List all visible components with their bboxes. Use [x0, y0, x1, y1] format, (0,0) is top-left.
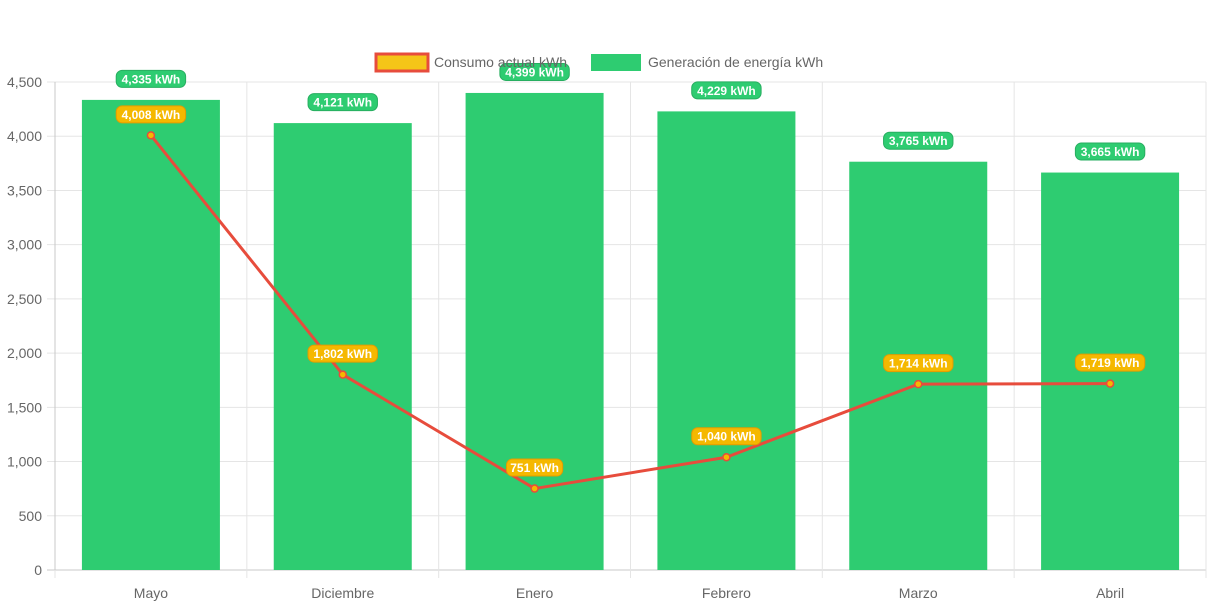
line-data-label-bg — [883, 354, 954, 373]
y-tick-label: 4,500 — [7, 74, 42, 90]
legend-item-generacion[interactable]: Generación de energía kWh — [591, 54, 823, 71]
legend-item-consumo[interactable]: Consumo actual kWh — [374, 52, 567, 73]
line-data-label-bg — [505, 458, 564, 477]
x-tick-label: Mayo — [134, 585, 168, 601]
bar-data-label: 4,399 kWh — [505, 65, 564, 79]
point-consumo[interactable] — [338, 370, 347, 379]
bar-data-label: 4,335 kWh — [122, 72, 181, 86]
line-consumo — [149, 134, 1111, 491]
bar-generacion[interactable] — [465, 92, 604, 571]
bar-data-label-bg — [1074, 142, 1146, 161]
line-data-label-bg — [115, 105, 187, 124]
point-consumo[interactable] — [1105, 379, 1115, 388]
bar-data-label: 3,665 kWh — [1081, 145, 1140, 159]
legend-swatch-generacion — [591, 54, 641, 71]
line-data-label: 1,802 kWh — [313, 347, 372, 361]
line-data-label-bg — [1074, 353, 1146, 372]
point-consumo[interactable] — [722, 452, 731, 462]
bar-data-label: 3,765 kWh — [889, 134, 948, 148]
bar-data-label: 4,121 kWh — [313, 96, 372, 110]
line-data-label: 1,714 kWh — [889, 357, 948, 371]
grid-layer — [47, 81, 1207, 578]
legend-swatch-consumo — [374, 52, 430, 73]
x-tick-label: Abril — [1096, 585, 1124, 601]
line-data-label-bg — [691, 427, 762, 446]
bar-data-label-bg — [691, 81, 762, 100]
bar-data-label-bg — [499, 62, 570, 81]
y-tick-label: 3,500 — [7, 182, 42, 198]
y-tick-label: 0 — [34, 562, 42, 578]
legend: Consumo actual kWh Generación de energía… — [374, 52, 823, 73]
point-consumo[interactable] — [914, 379, 923, 389]
x-tick-label: Marzo — [899, 585, 938, 601]
point-consumo[interactable] — [530, 484, 539, 493]
y-tick-label: 3,000 — [7, 237, 42, 253]
line-data-label: 4,008 kWh — [122, 108, 181, 122]
bars-layer — [81, 92, 1180, 571]
legend-label-consumo: Consumo actual kWh — [434, 54, 567, 70]
y-tick-label: 1,000 — [7, 454, 42, 470]
y-tick-label: 500 — [19, 508, 43, 524]
y-tick-label: 2,000 — [7, 345, 42, 361]
bar-data-label: 4,229 kWh — [697, 84, 756, 98]
line-data-label: 1,040 kWh — [697, 430, 756, 444]
x-tick-label: Febrero — [702, 585, 751, 601]
line-data-label: 1,719 kWh — [1081, 356, 1140, 370]
y-tick-label: 2,500 — [7, 291, 42, 307]
legend-label-generacion: Generación de energía kWh — [648, 54, 823, 70]
line-data-label: 751 kWh — [510, 461, 559, 475]
data-labels-layer: 4,335 kWh 4,121 kWh 4,399 kWh 4,229 kWh 3,76… — [115, 62, 1146, 477]
y-tick-label: 4,000 — [7, 128, 42, 144]
line-layer — [146, 131, 1115, 493]
x-tick-label: Diciembre — [311, 585, 374, 601]
bar-generacion[interactable] — [657, 111, 796, 571]
line-data-label-bg — [307, 344, 378, 363]
x-tick-label: Enero — [516, 585, 554, 601]
bar-data-label-bg — [307, 93, 378, 112]
bar-generacion[interactable] — [81, 99, 220, 570]
bar-data-label-bg — [883, 131, 954, 150]
bar-data-label-bg — [115, 69, 187, 88]
axis-layer: 0 500 1,000 1,500 2,000 2,500 3,000 3,500 4,000 4… — [7, 74, 1124, 601]
point-consumo[interactable] — [146, 131, 156, 140]
y-tick-label: 1,500 — [7, 399, 42, 415]
